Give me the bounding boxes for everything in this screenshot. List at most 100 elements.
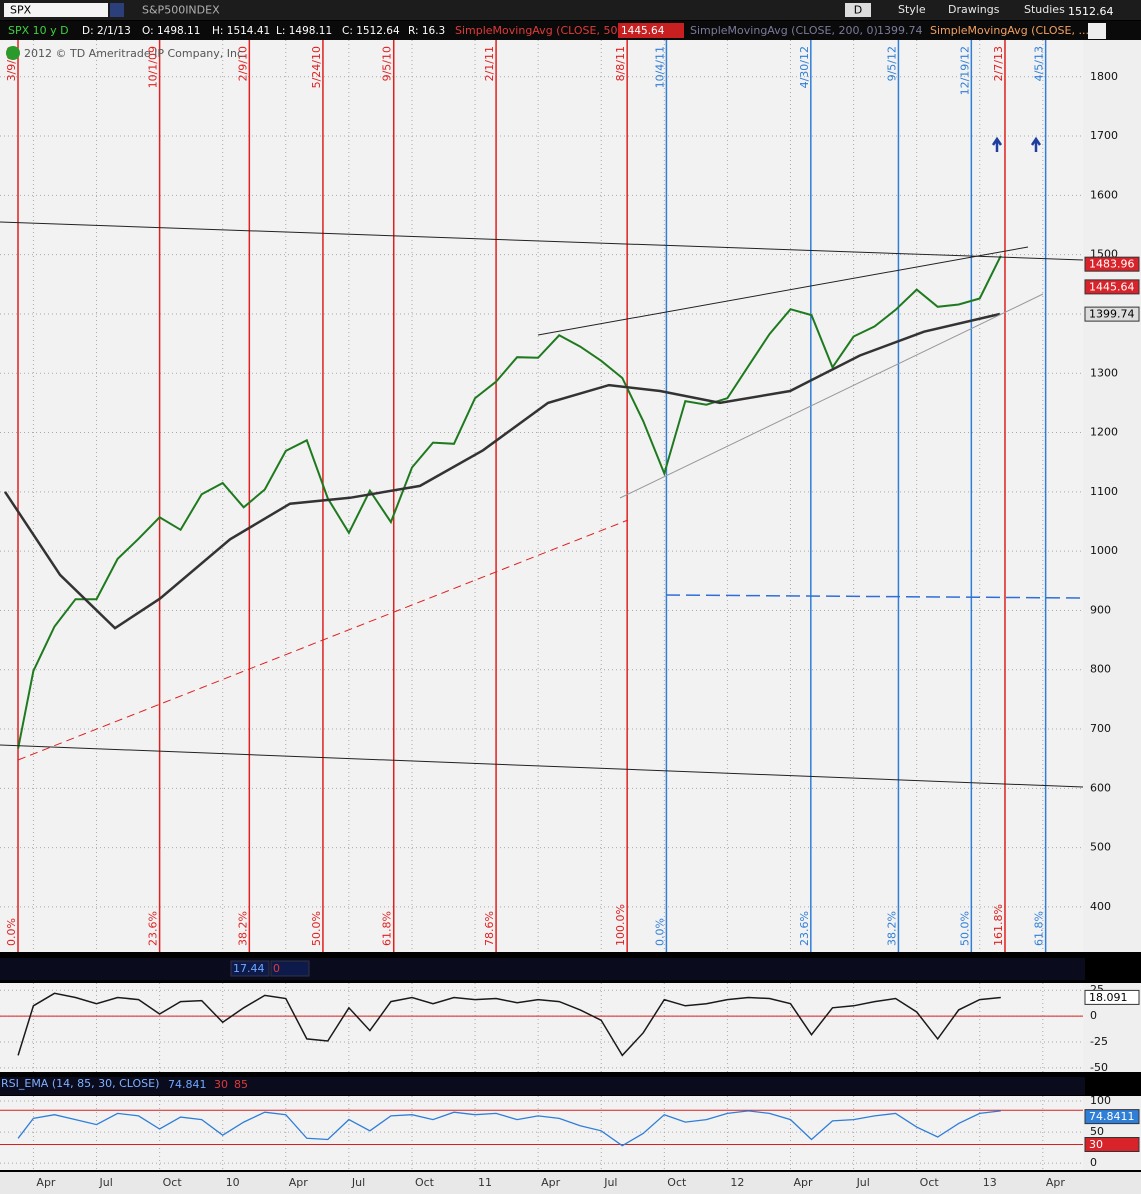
cycle-fib: 50.0%	[310, 911, 323, 946]
arrow	[1030, 136, 1042, 152]
arrow	[991, 136, 1003, 152]
y-tick-label: 700	[1090, 722, 1111, 735]
description: S&P500INDEX	[142, 4, 220, 17]
study-name: SimpleMovingAvg (CLOSE, 200, 0)	[690, 24, 878, 37]
price-tag-label: 30	[1089, 1138, 1103, 1151]
aggregation-button[interactable]	[845, 3, 871, 17]
x-tick-label: Oct	[920, 1176, 940, 1189]
cycle-fib: 61.8%	[1033, 911, 1046, 946]
y-tick-label: 0	[1090, 1009, 1097, 1022]
aggregation: D	[854, 4, 862, 17]
sma-200	[3, 312, 1001, 630]
study-value-box	[618, 23, 684, 38]
x-tick-label: Jul	[603, 1176, 617, 1189]
cycle-fib: 0.0%	[653, 918, 666, 946]
symbol: SPX	[10, 4, 32, 17]
header-value: 0	[273, 962, 280, 975]
trend-line	[0, 221, 1084, 261]
study-name: SimpleMovingAvg (CLOSE, ...	[930, 24, 1089, 37]
cycle-date: 2/7/13	[992, 46, 1005, 81]
y-tick-label: 1800	[1090, 70, 1118, 83]
price-tag-label: 1399.74	[1089, 308, 1135, 321]
study-value: 1445.64	[621, 25, 665, 37]
cycle-fib: 100.0%	[614, 904, 627, 946]
x-tick-label: 12	[730, 1176, 744, 1189]
price-axis	[1083, 40, 1141, 952]
oscillator-header	[0, 958, 1085, 980]
price-line	[17, 255, 1002, 749]
header-box	[230, 960, 270, 977]
trend-line	[619, 293, 1044, 499]
y-tick-label: 50	[1090, 1125, 1104, 1138]
y-tick-label: 600	[1090, 781, 1111, 794]
cycle-date: 10/1/09	[147, 46, 160, 88]
price-tag	[1084, 256, 1140, 272]
x-tick-label: Apr	[289, 1176, 309, 1189]
chart-tool-button[interactable]	[1088, 23, 1106, 39]
cycle-fib: 23.6%	[147, 911, 160, 946]
time-axis	[0, 1172, 1141, 1194]
x-tick-label: Jul	[351, 1176, 365, 1189]
y-tick-label: 100	[1090, 1094, 1111, 1107]
price-panel	[0, 40, 1083, 952]
last-price: 1512.64	[1068, 5, 1114, 18]
price-tag	[1084, 306, 1140, 322]
symbol-input[interactable]	[4, 3, 108, 17]
cycle-date: 4/30/12	[798, 46, 811, 88]
symbol-dropdown[interactable]	[110, 3, 124, 17]
rsi-line	[17, 1110, 1001, 1147]
cycle-date: 8/8/11	[614, 46, 627, 81]
cycle-date: 4/5/13	[1033, 46, 1046, 81]
x-tick-label: Jul	[856, 1176, 870, 1189]
bar-close: C: 1512.64	[342, 25, 400, 37]
y-tick-label: 1300	[1090, 366, 1118, 379]
info-icon[interactable]	[6, 46, 20, 60]
bar-high: H: 1514.41	[212, 25, 270, 37]
style-menu[interactable]: Style	[898, 3, 926, 16]
y-tick-label: 1600	[1090, 188, 1118, 201]
y-tick-label: 1200	[1090, 426, 1118, 439]
x-tick-label: Apr	[541, 1176, 561, 1189]
studies-menu[interactable]: Studies	[1024, 3, 1065, 16]
x-tick-label: 10	[226, 1176, 240, 1189]
bar-low: L: 1498.11	[276, 25, 332, 37]
cycle-fib: 78.6%	[483, 911, 496, 946]
cycle-fib: 0.0%	[5, 918, 18, 946]
cycle-date: 2/9/10	[236, 46, 249, 81]
cycle-fib: 38.2%	[236, 911, 249, 946]
bar-open: O: 1498.11	[142, 25, 200, 37]
rsi-axis	[1083, 1096, 1141, 1170]
oscillator-panel	[0, 983, 1083, 1072]
x-tick-label: 13	[983, 1176, 997, 1189]
rsi-panel	[0, 1096, 1083, 1170]
y-tick-label: -25	[1090, 1035, 1108, 1048]
y-tick-label: 1000	[1090, 544, 1118, 557]
x-tick-label: Apr	[1046, 1176, 1066, 1189]
cycle-date: 10/4/11	[653, 46, 666, 88]
x-tick-label: Oct	[667, 1176, 687, 1189]
x-tick-label: Apr	[793, 1176, 813, 1189]
trend-line	[665, 594, 1084, 599]
chart-name: SPX 10 y D	[8, 24, 69, 37]
x-tick-label: Oct	[415, 1176, 435, 1189]
cycle-fib: 61.8%	[381, 911, 394, 946]
y-tick-label: 1100	[1090, 485, 1118, 498]
trend-line	[17, 519, 629, 761]
header-value: 30	[214, 1078, 228, 1091]
header-value: 17.44	[233, 962, 265, 975]
x-tick-label: Oct	[163, 1176, 183, 1189]
price-tag	[1084, 1137, 1140, 1153]
cycle-fib: 23.6%	[798, 911, 811, 946]
y-tick-label: -50	[1090, 1061, 1108, 1074]
y-tick-label: 0	[1090, 1156, 1097, 1169]
chart-layer: Apr Jul Oct 10 Apr Jul Oct 11 Apr Jul Oct 12 Apr Jul O…	[0, 40, 1140, 1189]
cycle-date: 12/19/12	[958, 46, 971, 95]
drawings-menu[interactable]: Drawings	[948, 3, 1000, 16]
rsi-title: RSI_EMA (14, 85, 30, CLOSE)	[1, 1077, 159, 1090]
info-bar	[0, 21, 1141, 40]
rsi-header	[0, 1077, 1085, 1095]
x-tick-label: 11	[478, 1176, 492, 1189]
cycle-fib: 38.2%	[885, 911, 898, 946]
cycle-fib: 161.8%	[992, 904, 1005, 946]
